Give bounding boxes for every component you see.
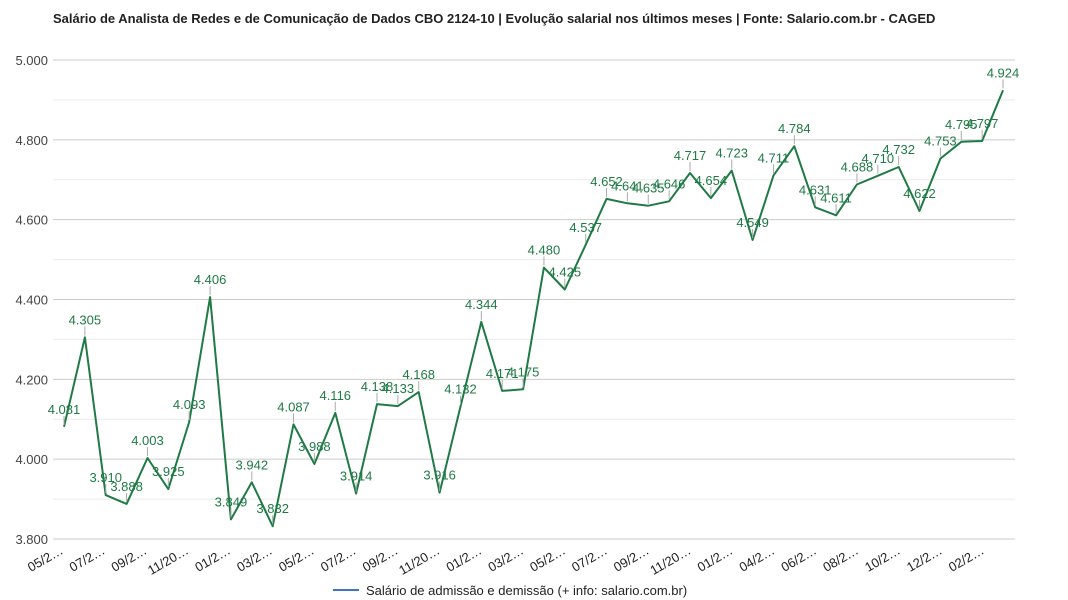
data-label: 3.925	[152, 464, 185, 479]
data-label: 4.132	[444, 381, 477, 396]
y-tick-label: 4.800	[15, 133, 48, 148]
data-label: 4.717	[674, 148, 707, 163]
data-label: 4.344	[465, 297, 498, 312]
x-tick-label: 06/2…	[778, 543, 819, 575]
x-tick-label: 10/2…	[862, 543, 903, 575]
x-tick-label: 07/2…	[318, 543, 359, 575]
x-tick-label: 03/2…	[234, 543, 275, 575]
y-axis: 3.800 4.000 4.200 4.400 4.600 4.800 5.000	[15, 53, 48, 547]
data-label: 4.138	[361, 379, 394, 394]
data-label: 4.175	[507, 364, 540, 379]
data-label: 4.133	[382, 381, 415, 396]
series-line[interactable]	[63, 89, 1004, 528]
data-label: 3.910	[89, 470, 122, 485]
data-label: 3.988	[298, 439, 331, 454]
data-label: 3.888	[110, 479, 143, 494]
data-label: 4.753	[924, 134, 957, 149]
gridlines	[53, 59, 1015, 540]
data-label: 4.171	[486, 366, 519, 381]
data-label: 4.784	[778, 121, 811, 136]
x-tick-label: 05/2…	[527, 543, 568, 575]
x-tick-label: 09/2…	[611, 543, 652, 575]
y-tick-label: 4.000	[15, 452, 48, 467]
x-tick-label: 07/2…	[67, 543, 108, 575]
x-tick-label: 02/2…	[946, 543, 987, 575]
data-label: 4.406	[194, 272, 227, 287]
legend[interactable]: Salário de admissão e demissão (+ info: …	[333, 583, 687, 598]
y-tick-label: 5.000	[15, 53, 48, 68]
y-tick-label: 4.200	[15, 372, 48, 387]
x-tick-label: 04/2…	[737, 543, 778, 575]
data-label: 4.480	[528, 243, 561, 258]
data-label: 4.611	[820, 190, 852, 205]
data-label: 4.641	[611, 178, 644, 193]
x-tick-label: 03/2…	[485, 543, 526, 575]
data-label: 3.942	[236, 457, 269, 472]
chart-title: Salário de Analista de Redes e de Comuni…	[53, 11, 936, 26]
data-label: 4.093	[173, 397, 206, 412]
data-label: 4.081	[48, 402, 81, 417]
x-tick-label: 01/2…	[695, 543, 736, 575]
x-tick-label: 01/2…	[443, 543, 484, 575]
data-label: 4.711	[758, 150, 790, 165]
data-label: 3.832	[256, 501, 289, 516]
x-tick-label: 12/2…	[904, 543, 945, 575]
x-tick-label: 11/20…	[647, 543, 693, 578]
data-label: 4.924	[987, 65, 1020, 80]
data-label: 4.652	[590, 174, 623, 189]
x-tick-label: 01/2…	[192, 543, 233, 575]
data-label: 4.425	[549, 265, 582, 280]
data-label: 4.087	[277, 399, 310, 414]
data-label: 4.305	[69, 312, 102, 327]
x-axis: 05/2… 07/2… 09/2…11/20… 01/2… 03/2… 05/2… 07/2…	[25, 543, 987, 578]
x-tick-label: 11/20…	[396, 543, 442, 578]
x-tick-label: 09/2…	[109, 543, 150, 575]
data-label: 4.622	[903, 186, 936, 201]
x-tick-label: 11/20…	[145, 543, 191, 578]
y-tick-label: 4.400	[15, 293, 48, 308]
data-label: 4.537	[569, 220, 602, 235]
x-tick-label: 08/2…	[820, 543, 861, 575]
x-tick-label: 09/2…	[360, 543, 401, 575]
data-label: 4.646	[653, 176, 686, 191]
x-tick-label: 07/2…	[569, 543, 610, 575]
data-label: 4.631	[799, 182, 832, 197]
legend-label: Salário de admissão e demissão (+ info: …	[366, 583, 687, 598]
data-label: 4.549	[736, 215, 769, 230]
data-label: 4.795	[945, 117, 978, 132]
data-label: 4.635	[632, 181, 665, 196]
data-label: 4.710	[862, 151, 895, 166]
y-tick-label: 3.800	[15, 532, 48, 547]
x-tick-label: 05/2…	[276, 543, 317, 575]
x-tick-label: 05/2…	[25, 543, 66, 575]
series-group	[63, 89, 1004, 528]
data-label: 4.732	[882, 142, 915, 157]
data-label: 3.916	[423, 468, 456, 483]
data-label: 4.797	[966, 116, 999, 131]
data-label: 4.723	[715, 146, 748, 161]
data-label: 4.168	[402, 367, 435, 382]
data-label: 3.849	[215, 494, 248, 509]
data-label: 4.654	[695, 173, 728, 188]
data-label: 4.688	[841, 160, 874, 175]
data-label: 4.116	[319, 388, 351, 403]
data-label: 3.914	[340, 468, 373, 483]
y-tick-label: 4.600	[15, 213, 48, 228]
data-label: 4.003	[131, 433, 164, 448]
